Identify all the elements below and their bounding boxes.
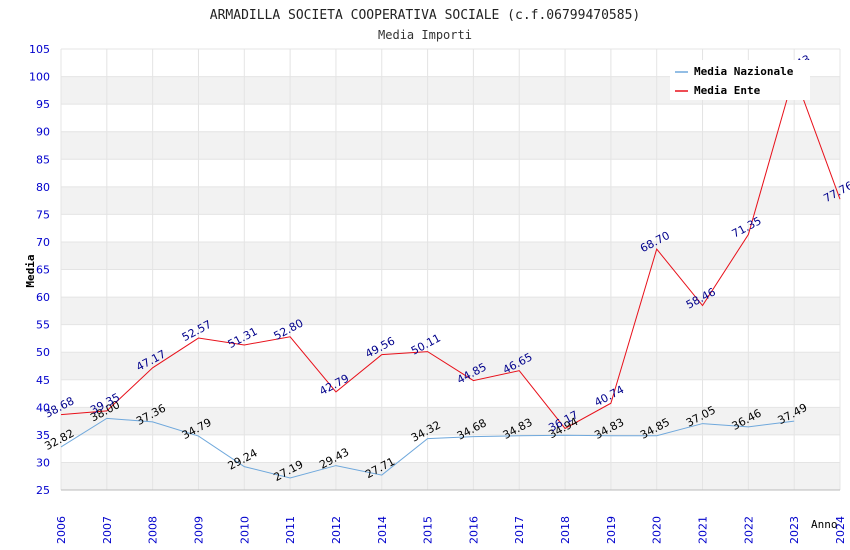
x-tick-label: 2014 (376, 516, 389, 544)
x-axis-label: Anno (811, 518, 838, 531)
x-axis-ticks: 2006 2007 2008 2009 2010 2011 2012 2014 2015 2016… (55, 516, 847, 544)
x-tick-label: 2010 (238, 516, 251, 544)
legend-label-media-ente: Media Ente (694, 84, 761, 97)
gridlines (60, 48, 841, 491)
plot-band (61, 407, 840, 435)
y-tick-label: 55 (36, 319, 50, 332)
plot-band (61, 297, 840, 325)
y-tick-label: 45 (36, 374, 50, 387)
x-tick-label: 2011 (284, 516, 297, 544)
plot-band (61, 462, 840, 490)
series-layer (60, 72, 841, 479)
y-tick-label: 65 (36, 264, 50, 277)
y-tick-label: 95 (36, 98, 50, 111)
x-tick-label: 2016 (467, 516, 480, 544)
x-tick-label: 2018 (559, 516, 572, 544)
x-tick-label: 2020 (651, 516, 664, 544)
y-tick-label: 90 (36, 126, 50, 139)
x-tick-label: 2017 (513, 516, 526, 544)
y-axis-label: Media (24, 254, 37, 287)
x-tick-label: 2015 (422, 516, 435, 544)
x-tick-label: 2019 (605, 516, 618, 544)
plot-band (61, 131, 840, 160)
legend-box (670, 60, 810, 100)
x-tick-label: 2023 (788, 516, 801, 544)
y-tick-label: 75 (36, 208, 50, 221)
plot-band (61, 241, 840, 270)
y-tick-label: 70 (36, 236, 50, 249)
plot-bands (61, 76, 840, 490)
x-tick-label: 2012 (330, 516, 343, 544)
y-axis-ticks: 25 30 35 40 45 50 55 60 65 70 75 80 85 90 95 100 105 (29, 43, 50, 497)
x-tick-label: 2007 (101, 516, 114, 544)
y-tick-label: 100 (29, 71, 50, 84)
series-line-media-nazionale (60, 417, 795, 479)
chart-subtitle: Media Importi (378, 28, 472, 42)
y-tick-label: 80 (36, 181, 50, 194)
y-tick-label: 105 (29, 43, 50, 56)
legend-label-media-nazionale: Media Nazionale (694, 65, 794, 78)
x-tick-label: 2008 (147, 516, 160, 544)
x-tick-label: 2009 (192, 516, 205, 544)
x-tick-label: 2006 (55, 516, 68, 544)
x-tick-label: 2022 (742, 516, 755, 544)
x-tick-label: 2024 (834, 516, 847, 544)
chart-title: ARMADILLA SOCIETA COOPERATIVA SOCIALE (c… (210, 8, 640, 23)
plot-band (61, 186, 840, 215)
y-tick-label: 25 (36, 484, 50, 497)
y-tick-label: 50 (36, 346, 50, 359)
legend: Media Nazionale Media Ente (670, 60, 810, 100)
y-tick-label: 30 (36, 456, 50, 469)
y-tick-label: 60 (36, 291, 50, 304)
y-tick-label: 40 (36, 401, 50, 414)
series-line-media-ente (60, 72, 841, 430)
y-tick-label: 35 (36, 429, 50, 442)
x-tick-label: 2021 (697, 516, 710, 544)
y-tick-label: 85 (36, 153, 50, 166)
